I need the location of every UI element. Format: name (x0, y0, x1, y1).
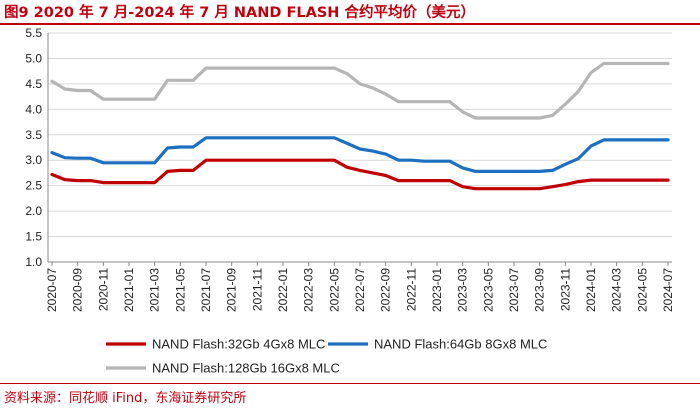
series-line-1 (50, 158, 670, 191)
legend-label-1: NAND Flash:32Gb 4Gx8 MLC (152, 337, 325, 352)
x-tick-label: 2023-03 (456, 268, 470, 312)
legend-label-3: NAND Flash:128Gb 16Gx8 MLC (152, 361, 340, 376)
y-tick-labels: 1.0 1.5 2.0 2.5 3.0 3.5 4.0 4.5 5.0 5.5 (25, 26, 42, 269)
x-tick-label: 2024-03 (610, 268, 624, 312)
x-tick-label: 2022-09 (379, 268, 393, 312)
x-tick-label: 2023-07 (507, 268, 521, 312)
footer-rule (0, 383, 700, 384)
x-tick-label: 2022-11 (404, 268, 418, 311)
y-tick-label: 1.5 (25, 230, 42, 244)
figure-title: 图9 2020 年 7 月-2024 年 7 月 NAND FLASH 合约平均… (4, 5, 475, 21)
x-tick-label: 2024-05 (635, 268, 649, 312)
y-tick-label: 3.0 (25, 153, 42, 167)
x-tick-label: 2020-11 (96, 268, 110, 311)
y-tick-label: 2.5 (25, 179, 42, 193)
x-tick-labels: 2020-07 2020-09 2020-11 2021-01 2021-03 2021-… (45, 268, 675, 312)
y-tick-label: 5.5 (25, 26, 42, 40)
y-tick-label: 1.0 (25, 255, 42, 269)
x-tick-label: 2021-01 (122, 268, 136, 312)
x-tick-label: 2020-07 (45, 268, 59, 312)
x-tick-label: 2023-05 (481, 268, 495, 312)
y-tick-label: 3.5 (25, 128, 42, 142)
series-line-2 (50, 136, 670, 173)
y-tick-label: 4.0 (25, 102, 42, 116)
x-tick-label: 2022-01 (276, 268, 290, 312)
x-tick-label: 2022-05 (327, 268, 341, 312)
legend-label-2: NAND Flash:64Gb 8Gx8 MLC (374, 337, 547, 352)
x-tick-label: 2024-01 (584, 268, 598, 312)
x-tick-label: 2022-03 (302, 268, 316, 312)
y-tick-label: 5.0 (25, 51, 42, 65)
series-lines (50, 61, 670, 191)
title-rule (0, 23, 700, 25)
x-tick-label: 2023-09 (533, 268, 547, 312)
legend: NAND Flash:32Gb 4Gx8 MLC NAND Flash:64Gb … (106, 337, 547, 376)
x-tick-label: 2022-07 (353, 268, 367, 312)
y-tick-label: 4.5 (25, 77, 42, 91)
x-tick-label: 2021-11 (250, 268, 264, 311)
x-tick-label: 2023-01 (430, 268, 444, 312)
y-tick-label: 2.0 (25, 204, 42, 218)
axes (47, 33, 672, 266)
x-tick-label: 2021-05 (173, 268, 187, 312)
x-tick-label: 2024-07 (661, 268, 675, 312)
x-tick-label: 2020-09 (71, 268, 85, 312)
x-tick-label: 2021-03 (148, 268, 162, 312)
x-tick-label: 2021-07 (199, 268, 213, 312)
source-note: 资料来源：同花顺 iFind，东海证券研究所 (4, 391, 247, 406)
series-line-3 (50, 61, 670, 120)
x-tick-label: 2023-11 (558, 268, 572, 311)
x-tick-label: 2021-09 (225, 268, 239, 312)
